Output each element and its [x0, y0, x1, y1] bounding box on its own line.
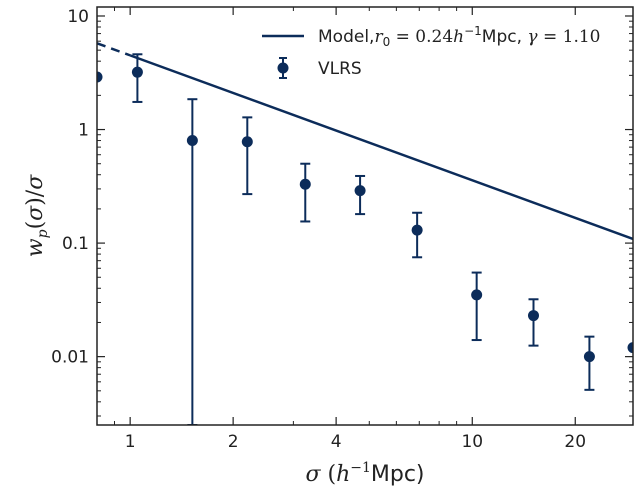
plot-frame	[96, 6, 634, 426]
legend-model-label: Model,r0 = 0.24h−1Mpc, γ = 1.10	[318, 24, 601, 49]
x-tick-label: 10	[461, 432, 483, 452]
data-point	[97, 71, 103, 83]
y-tick-label: 0.01	[51, 348, 89, 368]
legend-vlrs-label: VLRS	[318, 59, 362, 79]
y-axis-title: wp(σ)/σ	[23, 174, 51, 257]
data-point	[186, 135, 198, 147]
x-tick-label: 20	[564, 432, 586, 452]
legend-vlrs-marker	[277, 57, 289, 79]
data-point	[299, 178, 311, 190]
data-point	[627, 342, 633, 354]
y-tick-label: 0.1	[62, 234, 89, 254]
x-tick-label: 2	[228, 432, 239, 452]
y-tick-label: 1	[78, 121, 89, 141]
x-tick-label: 4	[331, 432, 342, 452]
data-point	[471, 289, 483, 301]
x-tick-label: 1	[125, 432, 136, 452]
model-line-extrapolated	[97, 42, 131, 57]
data-point	[131, 66, 143, 78]
legend: Model,r0 = 0.24h−1Mpc, γ = 1.10 VLRS	[262, 24, 601, 79]
data-point	[527, 310, 539, 322]
plot-area	[97, 7, 633, 425]
plot-content	[97, 42, 633, 425]
tick-labels: 1 2 4 10 20 10 1 0.1 0.01	[51, 7, 586, 452]
data-point	[241, 136, 253, 148]
x-axis-title: σ (h−1Mpc)	[305, 460, 424, 487]
data-point	[411, 224, 423, 236]
data-point	[583, 351, 595, 363]
y-tick-label: 10	[67, 7, 89, 27]
model-line	[129, 54, 633, 241]
data-point	[354, 185, 366, 197]
